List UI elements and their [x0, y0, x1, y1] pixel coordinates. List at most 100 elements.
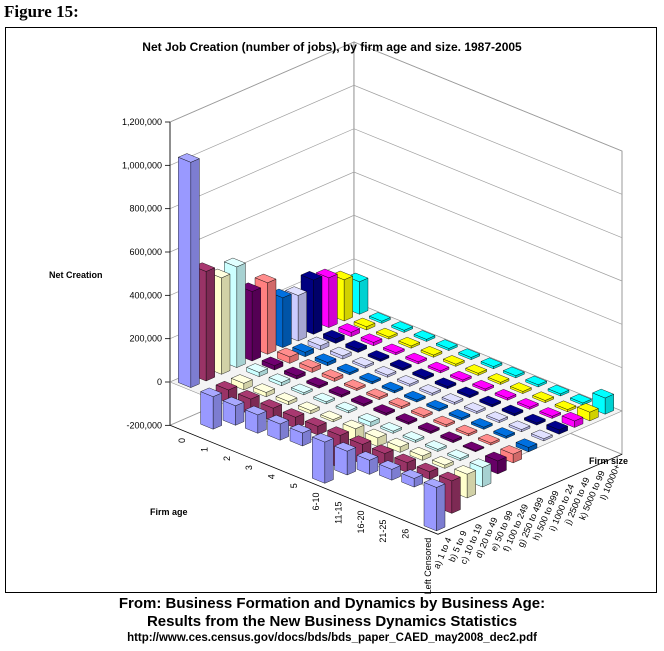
bar-face-top [254, 273, 277, 284]
bar-face-top [391, 321, 414, 331]
bar-face-top [230, 374, 253, 384]
bar-face-top [276, 347, 299, 358]
bar [336, 363, 359, 376]
bar [290, 383, 313, 396]
bar-face-top [424, 440, 447, 450]
bar [442, 355, 465, 367]
bar-face-front [482, 463, 492, 488]
bar [480, 357, 503, 370]
bar-face-top [356, 451, 379, 461]
bar-face-top [237, 390, 260, 400]
bar [465, 364, 488, 376]
x-tick-label: 3 [244, 465, 254, 470]
bar-face-top [416, 462, 439, 473]
bar-face-top [261, 356, 284, 366]
bar-face-top [285, 286, 308, 296]
bar [431, 456, 454, 469]
bar-face-front [221, 273, 231, 375]
bar-face-top [292, 343, 315, 353]
bar-face-top [576, 403, 599, 413]
bar [275, 392, 298, 406]
bar [329, 346, 352, 360]
bar [420, 346, 443, 358]
bar [441, 393, 464, 405]
bar [375, 327, 398, 340]
bar-face-side [312, 436, 325, 484]
bar-face-top [380, 422, 403, 432]
bar [405, 352, 428, 365]
bar-face-top [345, 340, 368, 350]
bar-face-front [236, 262, 246, 368]
bar [381, 381, 404, 394]
bar-face-top [401, 469, 424, 479]
bar-face-top [462, 441, 485, 451]
bar-face-front [466, 470, 476, 499]
bar-face-top [389, 359, 412, 369]
bar [283, 366, 306, 380]
bar [306, 376, 329, 389]
bar-face-top [327, 426, 350, 436]
x-tick-label: 11-15 [333, 502, 343, 524]
bar [313, 392, 336, 405]
bar-face-front [267, 278, 277, 355]
bar-face-top [508, 420, 531, 430]
bar-face-top [456, 386, 479, 396]
bar-face-top [487, 373, 510, 383]
bar-face-top [441, 393, 464, 403]
bar [299, 359, 322, 373]
gridline [169, 41, 623, 152]
bar [403, 390, 426, 403]
bar-face-front [451, 476, 461, 514]
bar [311, 433, 334, 484]
bar [307, 336, 330, 351]
bar [373, 404, 396, 416]
bar-face-top [222, 396, 245, 407]
bar [345, 340, 368, 353]
bar-face-front [436, 483, 446, 532]
bar-face-top [378, 460, 401, 470]
bar-face-top [267, 414, 290, 425]
gridline [169, 128, 623, 239]
bar-face-front [359, 277, 369, 315]
bar [502, 366, 525, 379]
bar [463, 402, 486, 414]
y-axis-label: Net Creation [49, 270, 103, 280]
bar [246, 363, 269, 378]
bar-face-top [315, 268, 338, 279]
bar [378, 460, 401, 481]
bar-face-top [246, 363, 269, 373]
bar-face-top [387, 437, 410, 448]
bar [419, 384, 442, 396]
bar-face-top [388, 397, 411, 407]
bar [416, 462, 439, 480]
bar [487, 373, 510, 385]
bar [352, 356, 375, 369]
bar [244, 405, 267, 434]
bar [335, 401, 358, 414]
bar [501, 404, 524, 417]
bar [554, 400, 577, 413]
bar [424, 440, 447, 452]
bar-face-top [516, 398, 539, 408]
bar-face-top [352, 356, 375, 367]
bar-face-top [313, 392, 336, 403]
bar [304, 417, 327, 436]
bar [389, 359, 412, 371]
bar-face-top [311, 433, 334, 443]
bar [177, 153, 200, 388]
bar [448, 409, 471, 421]
bar [398, 336, 421, 349]
bar-face-front [235, 401, 245, 426]
x-tick-label: 16-20 [356, 510, 366, 533]
bar [561, 411, 584, 428]
base-edge [169, 424, 623, 535]
bar-face-top [367, 350, 390, 360]
bar-face-top [360, 333, 383, 343]
bar-face-top [433, 415, 456, 426]
bar-face-front [190, 158, 200, 388]
bar-face-top [260, 399, 283, 409]
bar [334, 442, 357, 476]
bar-face-top [405, 352, 428, 363]
bar-face-top [463, 402, 486, 412]
bar-face-front [205, 267, 215, 382]
